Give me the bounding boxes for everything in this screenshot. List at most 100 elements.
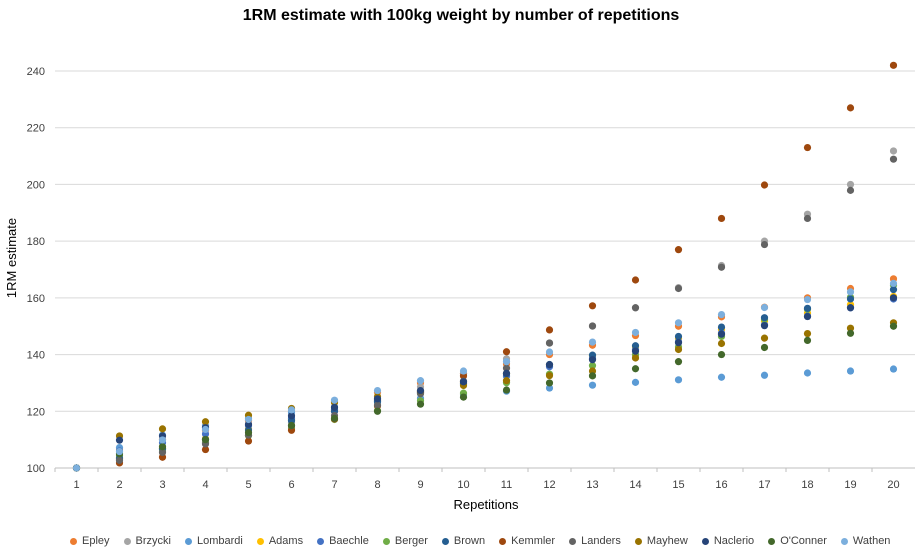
data-point [760, 322, 769, 330]
legend: Epley Brzycki Lombardi Adams Baechle Berger Br… [70, 535, 904, 547]
data-point [889, 322, 898, 330]
legend-item: Naclerio [701, 535, 754, 547]
legend-swatch [768, 537, 776, 545]
data-point [502, 358, 511, 366]
data-point [631, 328, 640, 337]
data-point [803, 214, 812, 223]
x-tick-label: 12 [543, 479, 555, 491]
series-lombardi [72, 365, 898, 472]
legend-label: Epley [82, 535, 110, 547]
data-point [72, 464, 81, 472]
x-tick-label: 9 [417, 479, 423, 491]
data-point [889, 147, 898, 155]
data-point [545, 379, 554, 387]
legend-item: Kemmler [499, 535, 555, 547]
legend-label: Baechle [329, 535, 369, 547]
legend-label: Lombardi [196, 535, 243, 547]
data-point [717, 214, 726, 223]
data-point [760, 303, 769, 312]
legend-swatch [569, 537, 577, 545]
series-kemmler [72, 61, 898, 472]
data-point [889, 294, 898, 302]
legend-swatch [123, 537, 131, 545]
legend-item: Baechle [317, 535, 369, 547]
data-point [244, 437, 253, 445]
legend-swatch [634, 537, 642, 545]
data-point [631, 378, 640, 386]
data-point [631, 365, 640, 373]
data-point [545, 361, 554, 369]
data-point [846, 186, 855, 194]
data-point [502, 364, 511, 372]
data-point [803, 304, 812, 312]
data-point [158, 425, 167, 433]
data-point [588, 356, 597, 364]
legend-label: O'Conner [780, 535, 827, 547]
data-point [889, 365, 898, 373]
data-point [717, 330, 726, 338]
data-point [201, 445, 210, 454]
data-point [416, 386, 425, 395]
data-point [287, 406, 296, 414]
data-point [631, 347, 640, 355]
data-point [588, 372, 597, 380]
data-point [287, 412, 296, 420]
data-point [717, 373, 726, 381]
data-point [717, 350, 726, 359]
data-point [502, 348, 511, 356]
data-point [717, 339, 726, 348]
data-point [201, 418, 210, 426]
x-tick-label: 18 [801, 479, 813, 491]
x-tick-label: 3 [159, 479, 165, 491]
y-tick-label: 200 [27, 179, 45, 191]
series-brown [72, 286, 898, 472]
legend-item: Brown [441, 535, 485, 547]
data-point [459, 393, 468, 401]
data-point [244, 415, 253, 424]
y-tick-label: 180 [27, 236, 45, 248]
data-point [330, 414, 339, 422]
legend-label: Wathen [852, 535, 891, 547]
data-point [244, 428, 253, 437]
data-point [373, 386, 382, 395]
data-point [502, 386, 511, 394]
legend-swatch [499, 537, 507, 545]
legend-item: Lombardi [184, 535, 243, 547]
legend-label: Berger [394, 535, 428, 547]
legend-label: Kemmler [511, 535, 556, 547]
legend-swatch [317, 537, 325, 545]
data-point [846, 329, 855, 337]
data-point [201, 436, 210, 444]
legend-item: Adams [256, 535, 303, 547]
legend-item: Brzycki [123, 535, 171, 547]
data-point [416, 377, 425, 385]
y-tick-label: 120 [27, 406, 45, 418]
data-point [674, 332, 683, 341]
series-mayhew [72, 319, 898, 472]
series-wathen [72, 279, 898, 472]
series-epley [72, 275, 898, 472]
x-tick-label: 4 [202, 479, 208, 491]
x-tick-label: 6 [288, 479, 294, 491]
x-axis-title: Repetitions [453, 497, 519, 512]
data-point [287, 421, 296, 430]
x-tick-label: 7 [331, 479, 337, 491]
data-point [717, 323, 726, 331]
data-point [674, 284, 683, 293]
data-point [115, 447, 124, 456]
data-point [889, 61, 898, 69]
data-point [674, 339, 683, 347]
x-tick-label: 16 [715, 479, 727, 491]
data-point [846, 180, 855, 189]
data-point [373, 395, 382, 403]
data-point [803, 336, 812, 344]
data-point [373, 407, 382, 415]
data-point [846, 295, 855, 303]
series-landers [72, 155, 898, 472]
data-point [889, 279, 898, 287]
data-point [631, 276, 640, 284]
data-point [760, 240, 769, 249]
gridlines [55, 70, 915, 412]
